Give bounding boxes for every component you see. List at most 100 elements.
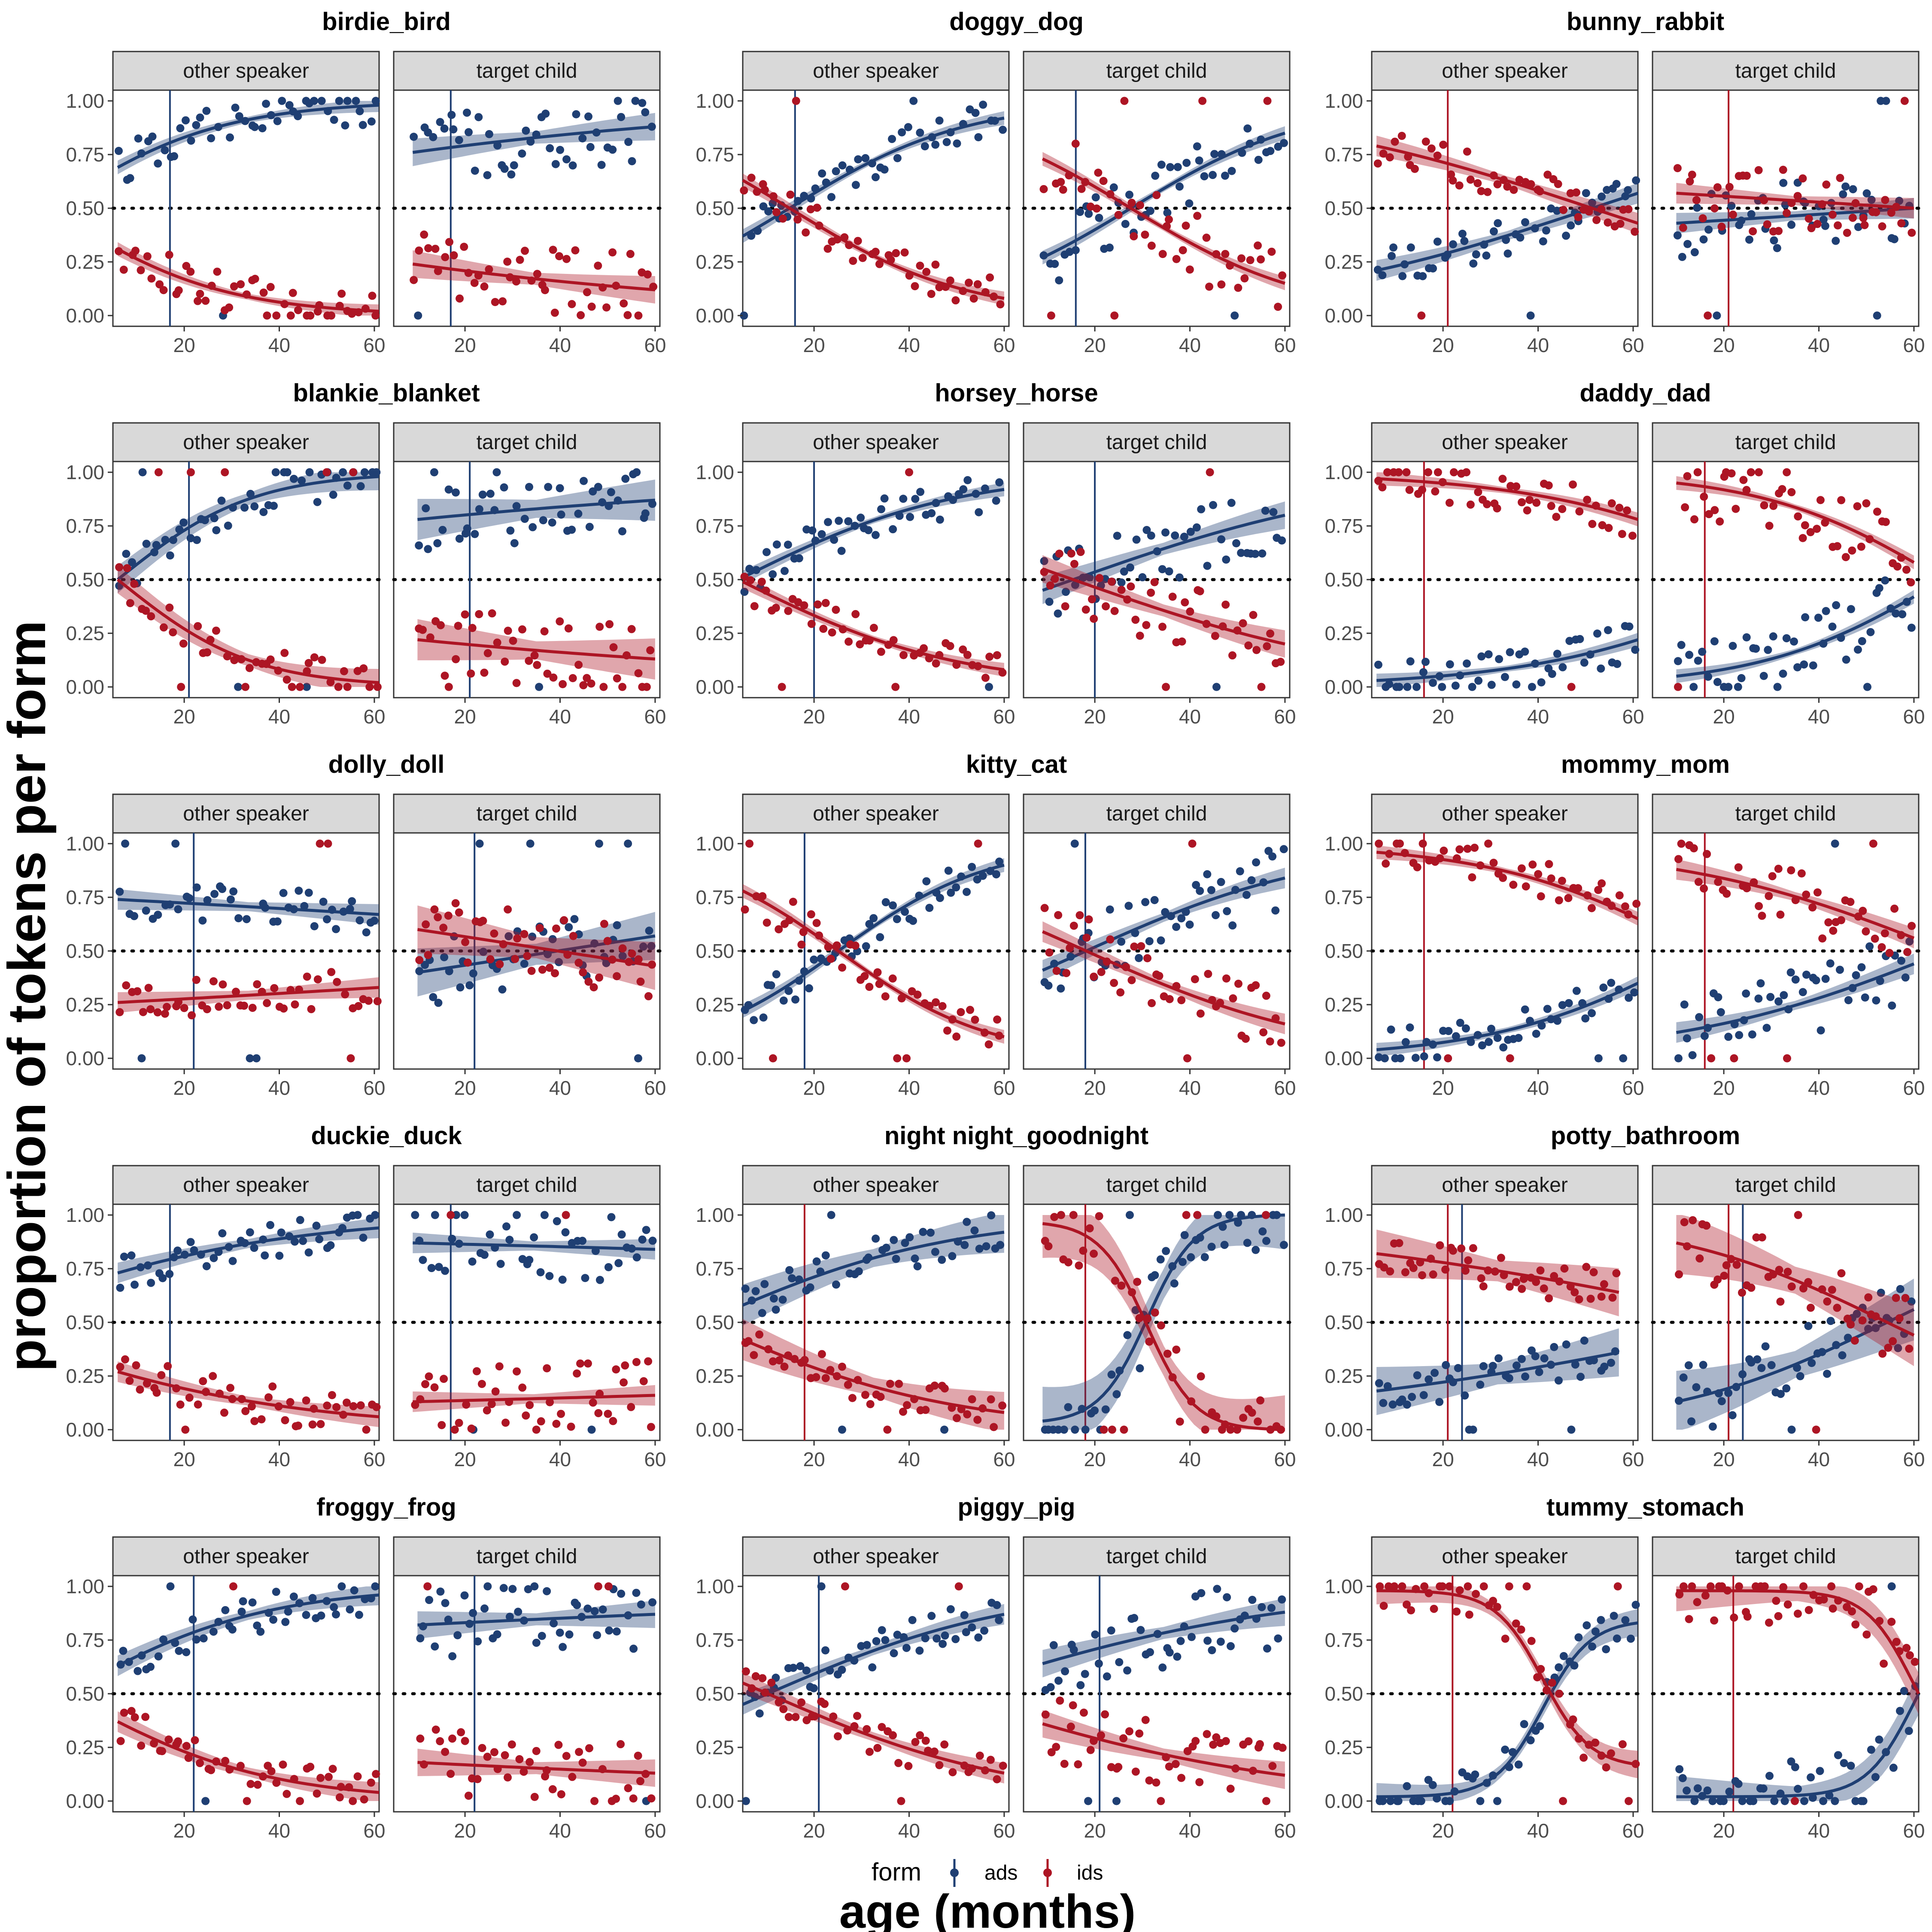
data-point-ids	[424, 951, 432, 959]
data-point-ids	[1477, 1274, 1485, 1282]
data-point-ids	[1209, 1741, 1218, 1749]
x-tick-label: 40	[898, 705, 920, 728]
data-point-ads	[1431, 1369, 1439, 1377]
data-point-ids	[1901, 1294, 1910, 1302]
data-point-ads	[1501, 673, 1509, 681]
data-point-ids	[875, 260, 884, 268]
data-point-ads	[448, 1234, 456, 1243]
data-point-ads	[359, 1233, 368, 1242]
data-point-ids	[861, 1391, 869, 1399]
data-point-ids	[1582, 1263, 1591, 1271]
data-point-ids	[1483, 500, 1492, 508]
data-point-ads	[1514, 1760, 1523, 1769]
data-point-ads	[824, 518, 832, 526]
data-point-ads	[259, 508, 268, 516]
data-point-ids	[853, 1712, 862, 1720]
data-point-ids	[226, 1384, 234, 1392]
data-point-ids	[139, 1008, 147, 1016]
data-point-ids	[1783, 468, 1791, 477]
data-point-ads	[890, 1236, 898, 1244]
data-point-ads	[335, 97, 343, 105]
data-point-ids	[1047, 311, 1055, 320]
data-point-ids	[327, 311, 336, 320]
data-point-ads	[1862, 189, 1871, 197]
data-point-ads	[1727, 201, 1736, 210]
x-tick-label: 60	[1903, 1077, 1925, 1099]
data-point-ids	[1820, 1595, 1828, 1604]
data-point-ids	[1498, 474, 1507, 483]
data-point-ids	[981, 674, 990, 682]
data-point-ads	[1398, 1395, 1406, 1404]
data-point-ids	[814, 600, 822, 609]
data-point-ads	[1123, 1666, 1132, 1675]
data-point-ads	[1693, 1784, 1702, 1792]
data-point-ads	[1478, 1041, 1486, 1050]
data-point-ids	[1769, 501, 1778, 510]
data-point-ids	[1378, 483, 1387, 492]
facet-strip-label: other speaker	[1442, 1545, 1568, 1568]
data-point-ids	[1824, 918, 1833, 927]
data-point-ids	[1420, 1582, 1429, 1591]
data-point-ids	[841, 1582, 849, 1591]
y-tick-label: 1.00	[66, 461, 104, 483]
data-point-ads	[1060, 1425, 1068, 1434]
data-point-ids	[1727, 469, 1736, 478]
data-point-ads	[1704, 672, 1713, 681]
data-point-ads	[212, 526, 221, 535]
data-point-ids	[1598, 521, 1607, 529]
data-point-ids	[1742, 486, 1751, 494]
data-point-ads	[1195, 156, 1203, 165]
data-point-ids	[1880, 1659, 1888, 1668]
data-point-ids	[1679, 224, 1687, 232]
data-point-ads	[1091, 1406, 1099, 1415]
data-point-ads	[1793, 663, 1802, 671]
data-point-ads	[1412, 683, 1421, 691]
data-point-ids	[1074, 1760, 1082, 1769]
data-point-ids	[1147, 589, 1155, 597]
data-point-ads	[1737, 674, 1746, 683]
data-point-ids	[316, 839, 324, 848]
data-point-ids	[613, 972, 621, 981]
data-point-ids	[420, 230, 428, 239]
data-point-ids	[1801, 521, 1809, 529]
data-point-ads	[158, 1274, 167, 1282]
data-point-ads	[1683, 1786, 1691, 1795]
data-point-ids	[1735, 1582, 1743, 1591]
data-point-ads	[235, 112, 243, 121]
data-point-ads	[1081, 1670, 1089, 1678]
data-point-ids	[1776, 1297, 1785, 1306]
data-point-ids	[356, 1401, 365, 1410]
data-point-ads	[1071, 246, 1080, 255]
data-point-ids	[869, 623, 878, 632]
data-point-ids	[575, 1748, 583, 1756]
data-point-ids	[892, 249, 900, 258]
data-point-ids	[865, 1747, 874, 1756]
data-point-ads	[1735, 1031, 1744, 1039]
data-point-ids	[441, 253, 450, 261]
data-point-ids	[423, 1582, 432, 1591]
data-point-ads	[806, 1283, 814, 1292]
facet-strip	[393, 1165, 661, 1205]
facet-strip-label: target child	[1106, 802, 1207, 825]
data-point-ads	[1892, 609, 1900, 618]
data-point-ids	[772, 208, 781, 216]
data-point-ids	[286, 1398, 295, 1406]
data-point-ids	[626, 250, 635, 258]
data-point-ads	[115, 887, 124, 896]
data-point-ads	[1374, 660, 1382, 669]
x-tick-label: 40	[1808, 334, 1830, 356]
data-point-ids	[1130, 942, 1139, 951]
data-point-ids	[930, 1747, 939, 1756]
data-point-ids	[628, 949, 636, 958]
data-point-ids	[1119, 1734, 1128, 1743]
data-point-ids	[552, 1419, 561, 1428]
data-point-ads	[905, 1233, 914, 1242]
x-tick-label: 60	[1622, 1077, 1644, 1099]
data-point-ids	[462, 1400, 471, 1409]
data-point-ids	[1075, 911, 1084, 920]
data-point-ads	[529, 523, 537, 532]
data-point-ids	[177, 683, 185, 691]
